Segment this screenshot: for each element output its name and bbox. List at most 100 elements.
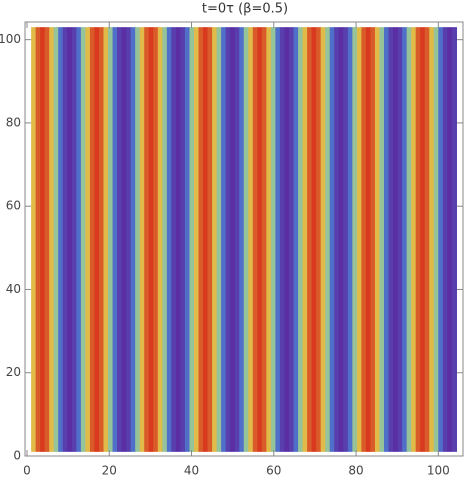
density-cell <box>80 27 87 452</box>
density-cell <box>234 27 240 452</box>
density-cell <box>442 27 448 452</box>
x-tick-label: 40 <box>184 464 199 478</box>
density-cell <box>275 27 281 452</box>
density-cell <box>257 27 263 452</box>
density-cell <box>89 27 96 452</box>
density-cell <box>298 27 304 452</box>
density-cell <box>343 27 349 452</box>
density-cell <box>203 27 209 452</box>
density-cell <box>393 27 399 452</box>
density-cell <box>112 27 118 452</box>
x-tick-label: 100 <box>427 464 450 478</box>
density-cell <box>415 27 421 452</box>
density-cell <box>171 27 177 452</box>
density-cell <box>108 27 114 452</box>
density-cell <box>388 27 394 452</box>
density-cell <box>44 27 50 452</box>
y-tick-label: 40 <box>6 282 21 296</box>
density-cell <box>365 27 372 452</box>
density-cell <box>293 27 299 452</box>
density-cell <box>406 27 412 452</box>
density-cell <box>58 27 64 452</box>
density-cell <box>49 27 55 452</box>
density-cell <box>433 27 439 452</box>
density-cell <box>103 27 109 452</box>
density-cell <box>347 27 353 452</box>
density-cell <box>424 27 430 452</box>
density-cell <box>370 27 376 452</box>
density-cell <box>212 27 218 452</box>
density-cell <box>307 27 313 452</box>
density-cell <box>302 27 308 452</box>
y-tick-label: 0 <box>13 449 21 463</box>
density-cell <box>338 27 344 452</box>
density-cell <box>130 27 136 452</box>
density-cell <box>397 27 403 452</box>
x-tick-label: 20 <box>102 464 117 478</box>
density-cell <box>98 27 105 452</box>
density-cell <box>135 27 141 452</box>
density-cell <box>175 27 182 452</box>
density-cell <box>325 27 331 452</box>
density-cell <box>94 27 100 452</box>
density-cell <box>411 27 417 452</box>
density-cell <box>334 27 340 452</box>
density-cell <box>374 27 381 452</box>
density-cell <box>289 27 295 452</box>
density-cell <box>402 27 408 452</box>
density-cell <box>447 27 453 452</box>
density-cell <box>225 27 231 452</box>
density-cell <box>361 27 367 452</box>
density-cell <box>311 27 317 452</box>
density-cell <box>438 27 444 452</box>
plot-frame <box>24 21 464 457</box>
density-cell <box>85 27 91 452</box>
density-cell <box>71 27 77 452</box>
density-cell <box>279 27 286 452</box>
density-cell <box>429 27 435 452</box>
density-cell <box>35 27 41 452</box>
density-cell <box>193 27 200 452</box>
density-cell <box>207 27 213 452</box>
density-cell <box>198 27 204 452</box>
density-cell <box>356 27 363 452</box>
density-cell <box>270 27 277 452</box>
density-cell <box>420 27 426 452</box>
density-cell <box>230 27 236 452</box>
density-cell <box>284 27 290 452</box>
y-tick-label: 100 <box>0 32 21 46</box>
density-cell <box>67 27 73 452</box>
density-cell <box>153 27 159 452</box>
density-cell <box>76 27 82 452</box>
density-cell <box>316 27 322 452</box>
density-cell <box>248 27 254 452</box>
density-cell <box>166 27 172 452</box>
density-cell <box>117 27 123 452</box>
density-cell <box>180 27 186 452</box>
y-tick-label: 20 <box>6 365 21 379</box>
y-tick-label: 80 <box>6 115 21 129</box>
density-cell <box>62 27 68 452</box>
x-tick-label: 0 <box>23 464 31 478</box>
density-cell <box>144 27 150 452</box>
density-cell <box>352 27 358 452</box>
density-cell <box>121 27 127 452</box>
density-cell <box>189 27 195 452</box>
x-tick-label: 60 <box>266 464 281 478</box>
density-cell <box>379 27 385 452</box>
density-cell <box>157 27 163 452</box>
density-cell <box>261 27 267 452</box>
density-cell <box>40 27 46 452</box>
density-cell <box>243 27 249 452</box>
density-cell <box>320 27 326 452</box>
density-cell <box>139 27 145 452</box>
density-cell <box>31 27 37 452</box>
x-tick-label: 80 <box>348 464 363 478</box>
density-cell <box>162 27 168 452</box>
density-cell <box>221 27 227 452</box>
density-cell <box>126 27 132 452</box>
density-cell <box>384 27 390 452</box>
density-cell <box>239 27 245 452</box>
density-cell <box>148 27 154 452</box>
